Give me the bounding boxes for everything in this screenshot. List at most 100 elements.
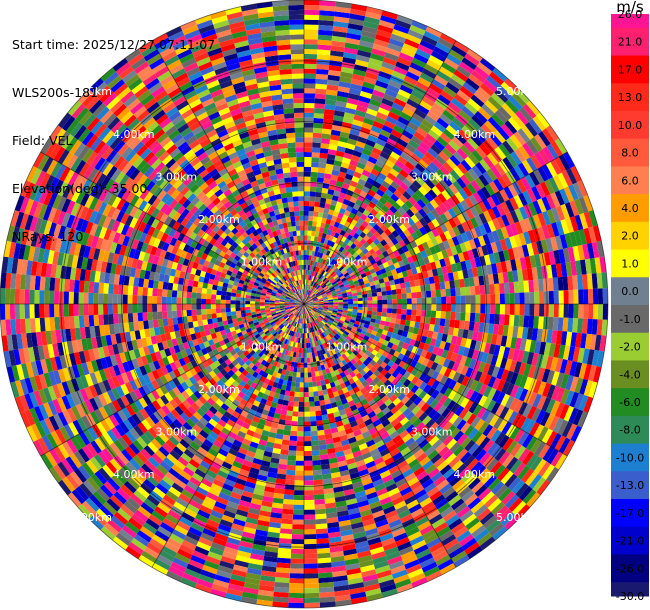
velocity-gate <box>465 77 480 91</box>
velocity-gate <box>327 188 335 196</box>
velocity-gate <box>327 74 341 82</box>
velocity-gate <box>312 464 322 471</box>
velocity-gate <box>315 291 320 296</box>
velocity-gate <box>552 317 559 331</box>
velocity-gate <box>438 66 454 78</box>
velocity-gate <box>304 563 318 569</box>
velocity-gate <box>410 89 425 101</box>
velocity-gate <box>313 122 323 129</box>
velocity-gate <box>319 242 324 249</box>
velocity-gate <box>364 216 372 224</box>
velocity-gate <box>304 102 315 109</box>
velocity-gate <box>292 509 304 515</box>
velocity-gate <box>310 293 315 298</box>
velocity-gate <box>336 95 348 103</box>
velocity-gate <box>363 234 370 242</box>
velocity-gate <box>480 123 494 137</box>
velocity-gate <box>353 114 365 123</box>
velocity-gate <box>357 306 363 311</box>
velocity-gate <box>287 455 297 461</box>
velocity-gate <box>450 97 465 110</box>
velocity-gate <box>409 117 422 128</box>
velocity-gate <box>383 220 392 229</box>
velocity-gate <box>317 167 326 174</box>
velocity-gate <box>304 98 315 104</box>
velocity-gate <box>309 245 314 251</box>
velocity-gate <box>410 153 422 164</box>
velocity-gate <box>332 30 347 38</box>
velocity-gate <box>296 441 304 447</box>
velocity-gate <box>553 290 559 304</box>
velocity-gate <box>483 155 495 169</box>
velocity-gate <box>468 73 483 87</box>
velocity-gate <box>310 171 318 178</box>
velocity-gate <box>415 163 426 173</box>
velocity-gate <box>299 387 304 393</box>
velocity-gate <box>445 81 460 94</box>
velocity-gate <box>370 208 379 217</box>
velocity-gate <box>547 277 554 292</box>
velocity-gate <box>313 396 320 402</box>
velocity-gate <box>342 157 351 165</box>
velocity-gate <box>399 84 414 95</box>
velocity-gate <box>373 142 385 152</box>
velocity-gate <box>349 13 366 22</box>
velocity-gate <box>404 125 417 136</box>
velocity-gate <box>370 185 379 193</box>
velocity-gate <box>384 52 399 62</box>
velocity-gate <box>439 132 452 144</box>
velocity-gate <box>413 149 425 160</box>
velocity-gate <box>307 296 311 301</box>
velocity-gate <box>295 455 304 461</box>
velocity-gate <box>304 176 311 182</box>
velocity-gate <box>365 11 382 20</box>
velocity-gate <box>304 504 315 510</box>
velocity-gate <box>433 74 449 87</box>
velocity-gate <box>394 210 403 219</box>
velocity-gate <box>305 279 307 285</box>
velocity-gate <box>427 147 439 159</box>
velocity-gate <box>357 217 365 225</box>
velocity-gate <box>335 278 342 283</box>
velocity-gate <box>319 399 326 406</box>
velocity-gate <box>373 84 387 94</box>
velocity-gate <box>396 293 402 300</box>
velocity-gate <box>329 220 336 227</box>
velocity-gate <box>353 171 362 179</box>
velocity-gate <box>387 299 393 304</box>
velocity-gate <box>308 382 313 388</box>
velocity-gate <box>387 233 396 241</box>
velocity-gate <box>281 404 288 411</box>
velocity-gate <box>325 198 332 205</box>
velocity-gate <box>458 188 469 200</box>
velocity-gate <box>382 299 388 304</box>
velocity-gate <box>306 284 309 290</box>
velocity-gate <box>330 174 339 181</box>
velocity-gate <box>487 96 502 110</box>
velocity-gate <box>352 232 360 240</box>
velocity-gate <box>388 38 405 48</box>
velocity-gate <box>312 142 321 148</box>
velocity-gate <box>304 58 317 65</box>
velocity-gate <box>333 274 339 280</box>
velocity-gate <box>297 431 304 437</box>
velocity-gate <box>333 16 350 24</box>
velocity-gate <box>339 76 352 84</box>
velocity-gate <box>315 83 328 90</box>
velocity-gate <box>318 274 323 280</box>
velocity-gate <box>340 236 347 243</box>
velocity-gate <box>358 251 365 258</box>
velocity-gate <box>464 312 471 322</box>
velocity-gate <box>304 548 318 555</box>
velocity-gate <box>416 127 428 138</box>
velocity-gate <box>469 286 476 296</box>
velocity-gate <box>504 78 519 93</box>
velocity-gate <box>513 131 527 146</box>
velocity-gate <box>528 118 543 134</box>
velocity-gate <box>334 262 341 268</box>
velocity-gate <box>304 245 308 251</box>
velocity-gate <box>369 130 380 139</box>
velocity-gate <box>473 130 487 144</box>
velocity-gate <box>373 204 382 213</box>
velocity-gate <box>470 295 476 304</box>
